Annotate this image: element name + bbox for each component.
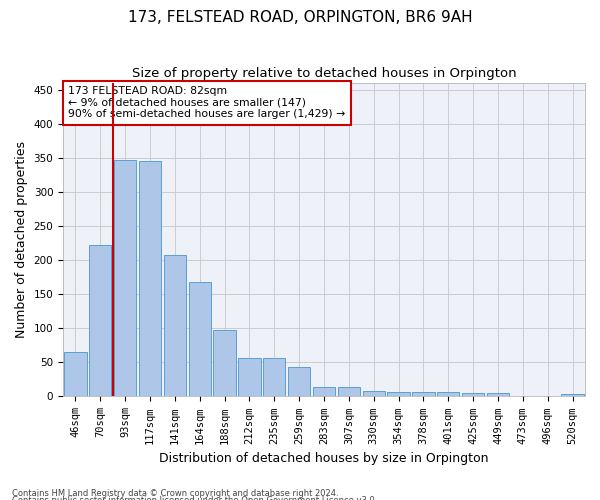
Bar	[214, 330, 236, 396]
Text: Contains HM Land Registry data © Crown copyright and database right 2024.: Contains HM Land Registry data © Crown c…	[12, 488, 338, 498]
Bar	[114, 160, 136, 396]
X-axis label: Distribution of detached houses by size in Orpington: Distribution of detached houses by size …	[159, 452, 489, 465]
Bar	[89, 245, 112, 396]
Bar	[388, 392, 410, 396]
Text: 173, FELSTEAD ROAD, ORPINGTON, BR6 9AH: 173, FELSTEAD ROAD, ORPINGTON, BR6 9AH	[128, 10, 472, 25]
Bar	[562, 394, 584, 396]
Y-axis label: Number of detached properties: Number of detached properties	[15, 141, 28, 338]
Bar	[412, 392, 434, 396]
Bar	[313, 387, 335, 396]
Title: Size of property relative to detached houses in Orpington: Size of property relative to detached ho…	[132, 68, 517, 80]
Bar	[338, 387, 360, 396]
Bar	[139, 162, 161, 396]
Bar	[164, 254, 186, 396]
Bar	[263, 358, 286, 397]
Bar	[362, 391, 385, 396]
Bar	[487, 393, 509, 396]
Text: 173 FELSTEAD ROAD: 82sqm
← 9% of detached houses are smaller (147)
90% of semi-d: 173 FELSTEAD ROAD: 82sqm ← 9% of detache…	[68, 86, 346, 120]
Bar	[462, 393, 484, 396]
Bar	[238, 358, 260, 397]
Bar	[188, 282, 211, 397]
Bar	[437, 392, 460, 396]
Bar	[288, 367, 310, 396]
Bar	[64, 352, 86, 397]
Text: Contains public sector information licensed under the Open Government Licence v3: Contains public sector information licen…	[12, 496, 377, 500]
